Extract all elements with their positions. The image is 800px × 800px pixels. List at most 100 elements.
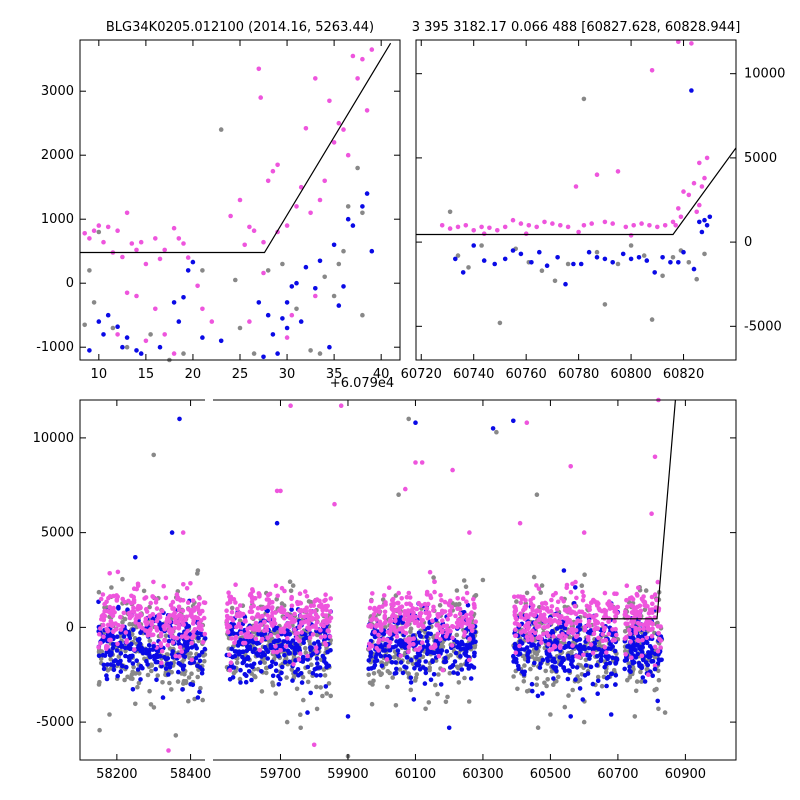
data-point [391, 602, 396, 608]
data-point [567, 629, 572, 634]
data-point [202, 631, 208, 637]
data-point [586, 637, 591, 642]
data-point [457, 644, 462, 649]
data-point [105, 668, 111, 673]
data-point [636, 254, 642, 260]
data-point [122, 616, 128, 622]
data-point [606, 631, 612, 637]
data-point [298, 600, 304, 606]
data-point [652, 644, 658, 650]
data-point [525, 621, 530, 626]
data-point [377, 637, 382, 643]
data-point [191, 629, 196, 634]
data-point [161, 583, 166, 589]
data-point [467, 530, 472, 535]
data-point [632, 714, 638, 719]
data-point [594, 613, 599, 618]
data-point [275, 638, 280, 644]
data-point [280, 316, 285, 321]
data-point [585, 652, 590, 658]
axis-break-top [205, 395, 213, 405]
data-point [453, 256, 458, 262]
data-point [131, 627, 136, 633]
data-point [309, 662, 314, 667]
data-point [176, 319, 182, 324]
data-point [613, 605, 619, 611]
data-point [177, 645, 183, 650]
data-point [610, 644, 615, 649]
data-point [131, 594, 136, 600]
data-point [171, 606, 177, 611]
data-point [177, 416, 182, 422]
data-point [189, 640, 194, 646]
data-point [195, 604, 201, 610]
data-point [395, 648, 401, 653]
data-point [259, 669, 264, 674]
data-point [560, 631, 565, 637]
data-point [400, 670, 406, 676]
data-point [574, 644, 580, 649]
data-point [234, 660, 240, 665]
data-point [629, 603, 634, 608]
data-point [282, 653, 287, 658]
data-point [120, 576, 125, 582]
data-point [384, 637, 390, 642]
data-point [454, 632, 460, 638]
data-point [681, 249, 686, 255]
data-point [157, 653, 163, 659]
data-point [414, 655, 419, 660]
data-point [633, 643, 639, 648]
data-point [438, 593, 443, 598]
data-point [583, 663, 589, 668]
data-point [320, 693, 325, 699]
data-point [595, 678, 601, 684]
data-point [417, 622, 422, 628]
data-point [615, 169, 621, 174]
data-point [175, 596, 180, 602]
data-point [105, 622, 111, 628]
data-point [404, 637, 409, 643]
data-point [160, 695, 166, 700]
data-point [317, 197, 323, 203]
data-point [541, 612, 547, 617]
data-point [487, 225, 492, 231]
data-point [265, 613, 270, 618]
data-point [377, 609, 382, 615]
data-point [414, 606, 420, 612]
data-point [446, 725, 452, 731]
data-point [551, 656, 556, 662]
data-point [406, 671, 412, 676]
data-point [272, 627, 277, 633]
data-point [646, 611, 652, 616]
data-point [613, 682, 618, 687]
data-point [512, 594, 517, 600]
data-point [265, 178, 271, 184]
data-point [120, 624, 125, 629]
data-point [276, 673, 281, 679]
data-point [360, 204, 365, 209]
data-point [303, 589, 308, 594]
data-point [522, 663, 527, 668]
data-point [639, 679, 644, 684]
data-point [154, 618, 160, 624]
data-point [317, 258, 323, 264]
data-point [366, 672, 372, 678]
data-point [586, 618, 592, 624]
data-point [539, 601, 545, 606]
data-point [642, 679, 648, 684]
data-point [149, 632, 154, 637]
data-point [304, 593, 310, 599]
data-point [445, 694, 450, 700]
data-point [110, 325, 116, 331]
data-point [202, 646, 208, 652]
data-point [561, 568, 567, 573]
data-point [188, 581, 193, 586]
data-point [390, 645, 396, 650]
x-offset-label: +6.079e4 [330, 376, 394, 391]
y-tick-label: 5000 [744, 151, 777, 166]
data-point [295, 667, 301, 672]
data-point [551, 634, 556, 639]
x-tick-label: 60780 [558, 367, 599, 382]
data-point [697, 202, 702, 208]
data-point [444, 631, 450, 637]
